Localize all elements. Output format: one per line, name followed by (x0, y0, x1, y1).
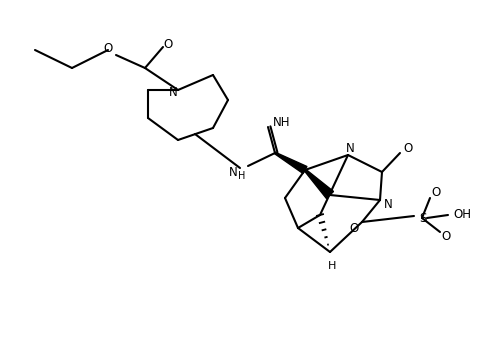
Text: S: S (419, 212, 427, 224)
Text: O: O (441, 230, 450, 244)
Text: N: N (169, 87, 177, 100)
Text: OH: OH (453, 208, 471, 221)
Text: N: N (228, 166, 237, 180)
Text: O: O (403, 142, 413, 156)
Text: H: H (238, 171, 245, 181)
Text: NH: NH (273, 116, 291, 128)
Text: O: O (349, 222, 359, 236)
Text: N: N (346, 142, 354, 155)
Polygon shape (304, 169, 334, 199)
Text: O: O (103, 41, 113, 55)
Text: O: O (431, 187, 440, 199)
Polygon shape (275, 152, 307, 174)
Text: N: N (384, 198, 392, 211)
Text: O: O (163, 39, 173, 52)
Text: H: H (328, 261, 336, 271)
